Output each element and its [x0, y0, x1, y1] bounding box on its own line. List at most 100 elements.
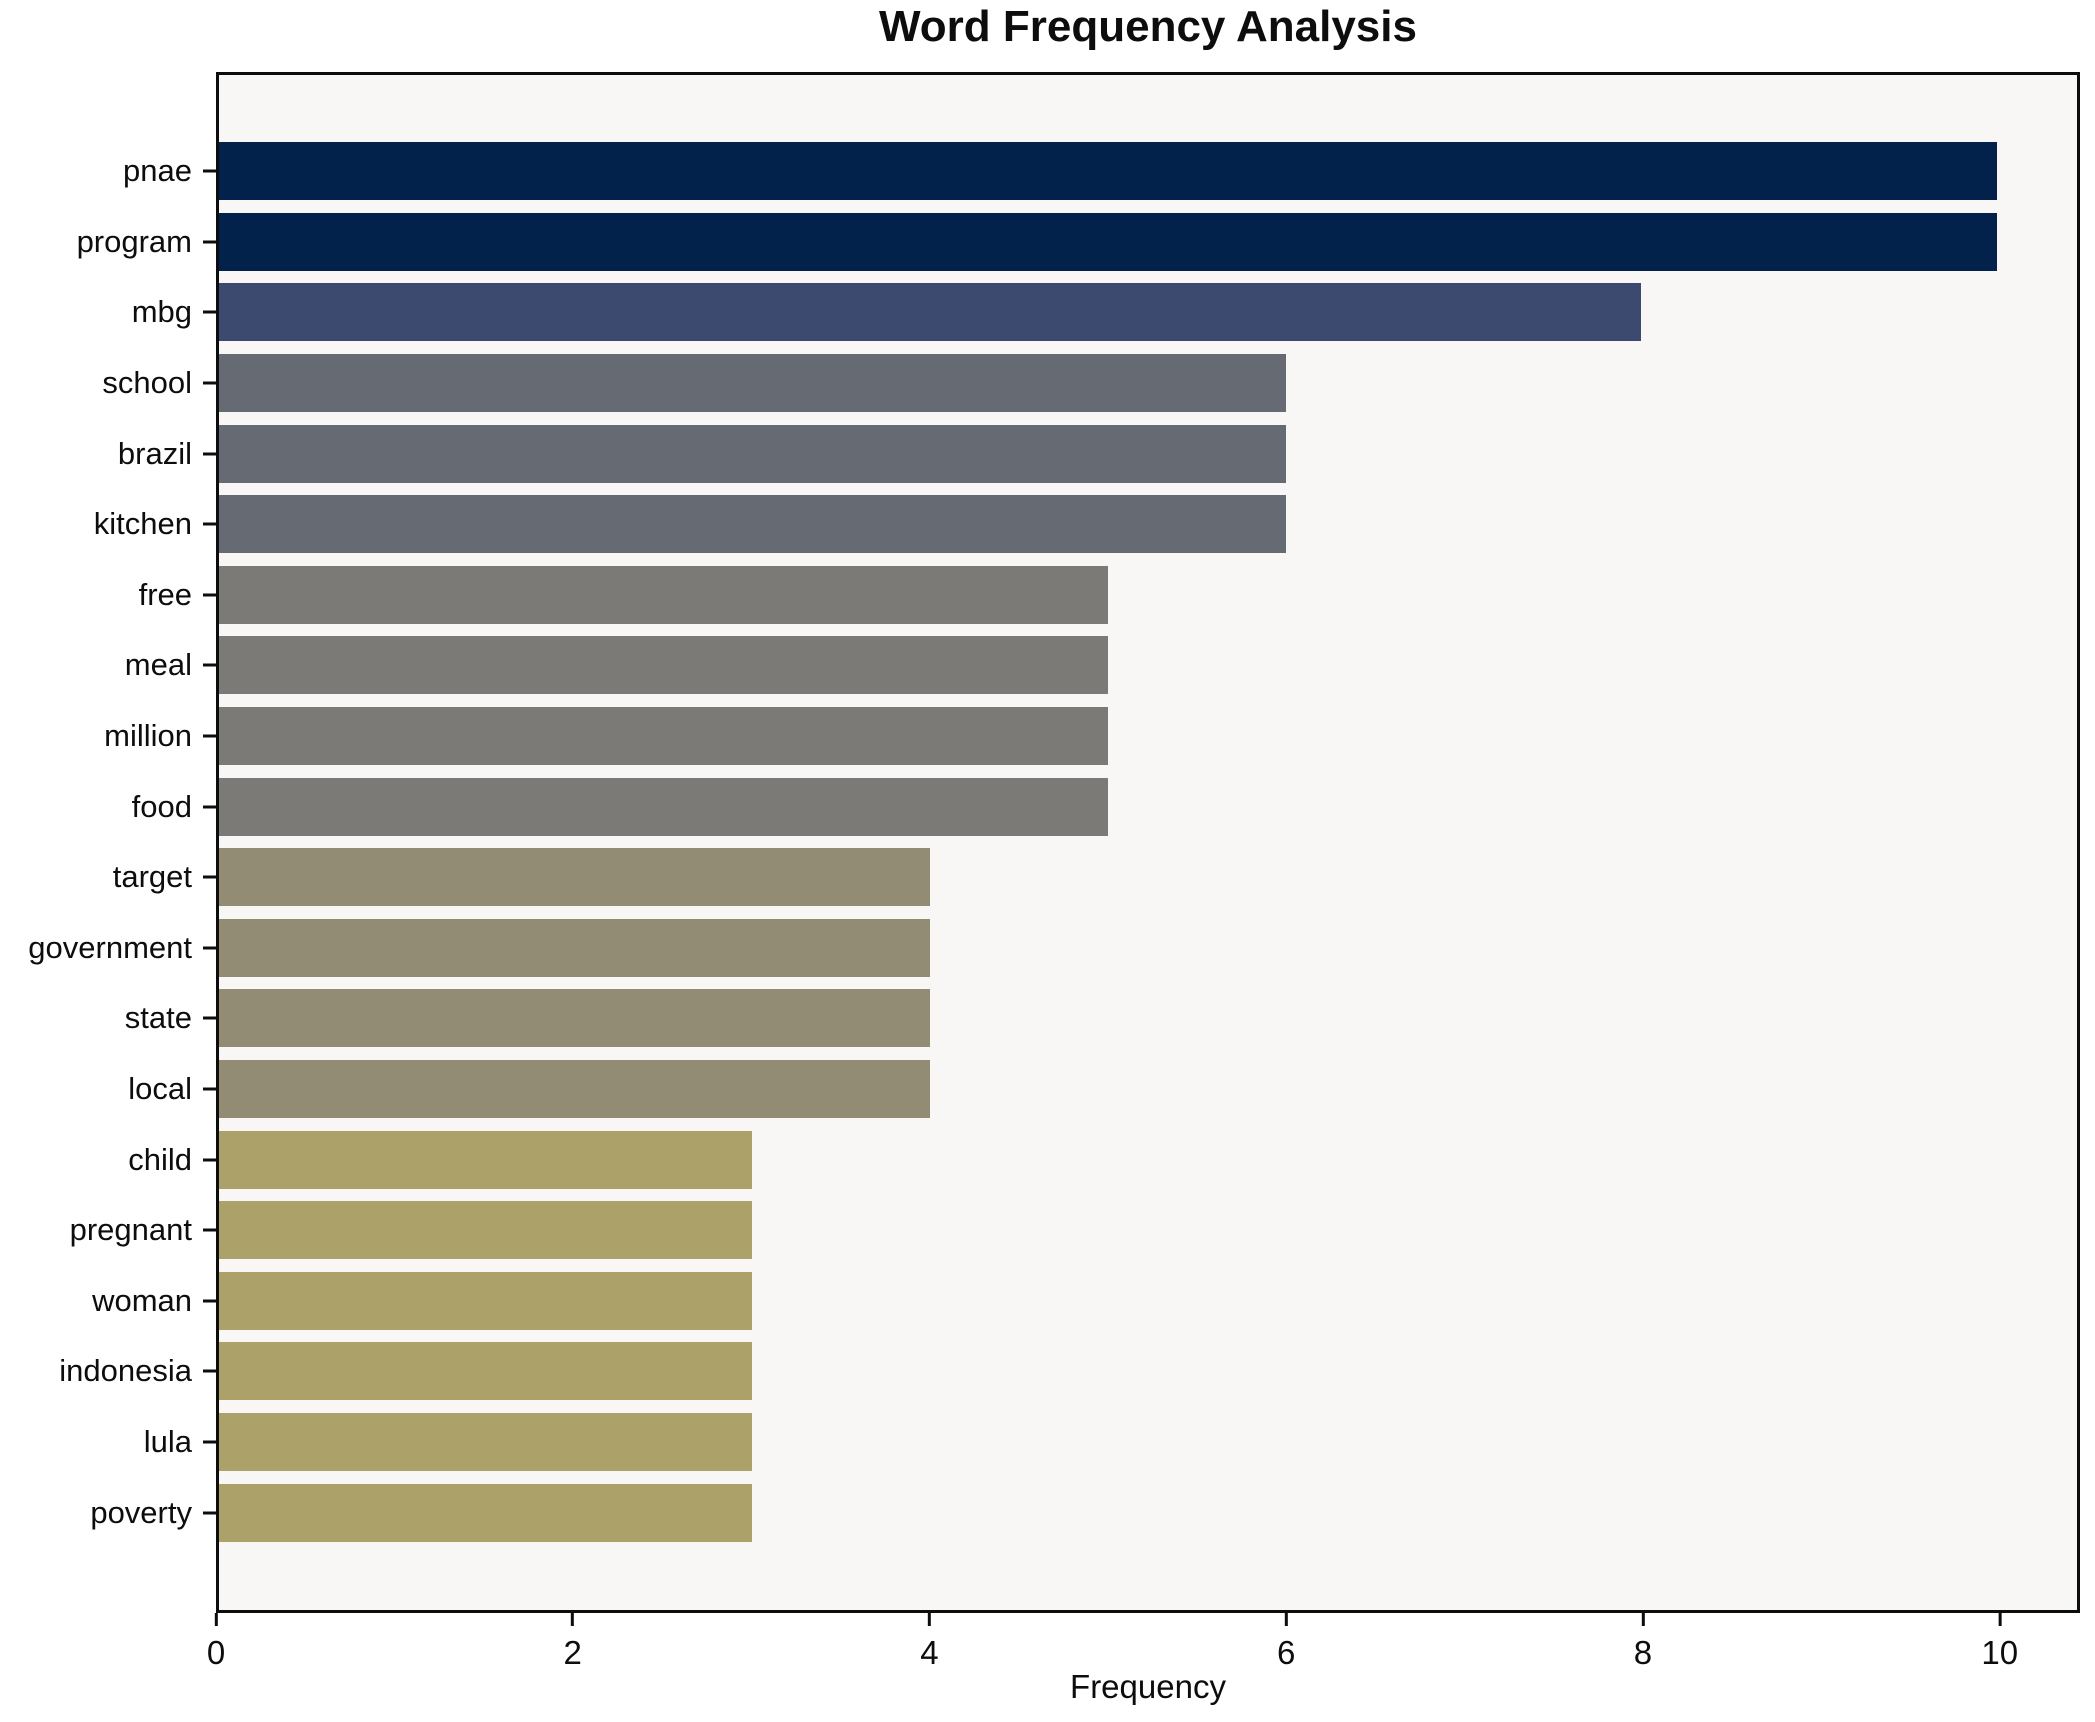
y-tick-label: program [76, 223, 192, 259]
bar-row-government: government [28, 913, 2077, 984]
y-tick-mark [203, 875, 216, 879]
bar-row-indonesia: indonesia [59, 1336, 2077, 1407]
bar-pnae [219, 142, 1997, 201]
x-tick-0: 0 [207, 1613, 225, 1672]
bar-target [219, 848, 931, 907]
y-tick-label: free [138, 576, 192, 612]
chart-title: Word Frequency Analysis [879, 2, 1417, 51]
x-tick-mark [571, 1613, 575, 1626]
y-tick-label: food [131, 788, 192, 824]
y-tick-mark [203, 522, 216, 526]
bar-million [219, 707, 1108, 766]
y-tick-label: mbg [131, 294, 192, 330]
bar-woman [219, 1271, 753, 1330]
bar-row-kitchen: kitchen [94, 489, 2077, 560]
bar-row-program: program [77, 207, 2077, 278]
bar-pregnant [219, 1201, 753, 1260]
bar-row-free: free [139, 560, 2077, 631]
x-tick-10: 10 [1981, 1613, 2018, 1672]
bar-row-state: state [125, 983, 2077, 1054]
y-tick-mark [203, 240, 216, 244]
y-tick-mark [203, 1228, 216, 1232]
y-tick-mark [203, 1299, 216, 1303]
bar-state [219, 989, 931, 1048]
x-tick-4: 4 [920, 1613, 939, 1672]
y-tick-mark [203, 169, 216, 173]
bar-indonesia [219, 1342, 753, 1401]
bar-meal [219, 636, 1108, 695]
y-tick-label: poverty [90, 1494, 192, 1530]
bar-row-poverty: poverty [90, 1477, 2077, 1548]
bar-row-pregnant: pregnant [70, 1195, 2077, 1266]
bar-local [219, 1060, 931, 1119]
bar-row-pnae: pnae [123, 136, 2077, 207]
bar-row-mbg: mbg [132, 277, 2077, 348]
bar-row-school: school [102, 348, 2077, 419]
y-tick-label: indonesia [59, 1353, 192, 1389]
x-tick-label: 8 [1633, 1634, 1653, 1671]
y-tick-label: woman [92, 1282, 192, 1318]
y-tick-mark [203, 1158, 216, 1162]
bar-free [219, 565, 1108, 624]
y-tick-label: kitchen [93, 506, 192, 542]
y-tick-label: brazil [117, 435, 192, 471]
bar-food [219, 777, 1108, 836]
y-tick-label: million [104, 718, 192, 754]
x-tick-mark [1284, 1613, 1288, 1626]
y-tick-mark [203, 381, 216, 385]
x-tick-mark [1641, 1613, 1645, 1626]
x-tick-6: 6 [1277, 1613, 1295, 1672]
bar-row-woman: woman [92, 1266, 2077, 1337]
y-tick-mark [203, 452, 216, 456]
x-tick-mark [1998, 1613, 2002, 1626]
bar-row-lula: lula [144, 1407, 2077, 1478]
bar-row-local: local [128, 1054, 2077, 1125]
bar-brazil [219, 424, 1286, 483]
y-tick-mark [203, 1087, 216, 1091]
bar-row-brazil: brazil [118, 418, 2077, 489]
y-tick-mark [203, 663, 216, 667]
y-tick-mark [203, 1016, 216, 1020]
y-tick-mark [203, 946, 216, 950]
bars-area: pnae program mbg school brazil kitchen free mea… [28, 75, 2077, 1610]
y-tick-label: state [124, 1000, 192, 1036]
bar-row-food: food [132, 771, 2077, 842]
bar-mbg [219, 283, 1642, 342]
y-tick-label: pregnant [69, 1212, 192, 1248]
x-tick-label: 4 [920, 1634, 939, 1671]
y-tick-mark [203, 310, 216, 314]
bar-row-child: child [128, 1124, 2077, 1195]
bar-row-million: million [104, 701, 2077, 772]
y-tick-mark [203, 1511, 216, 1515]
bar-lula [219, 1412, 753, 1471]
y-tick-mark [203, 593, 216, 597]
x-tick-mark [214, 1613, 218, 1626]
x-tick-2: 2 [564, 1613, 582, 1672]
bar-row-target: target [113, 842, 2077, 913]
y-tick-label: child [128, 1141, 192, 1177]
x-tick-label: 2 [563, 1634, 582, 1671]
y-tick-mark [203, 1369, 216, 1373]
y-tick-mark [203, 734, 216, 738]
bar-poverty [219, 1483, 753, 1542]
x-axis: 0 2 4 6 8 10 [207, 1613, 2080, 1683]
y-tick-label: lula [143, 1423, 192, 1459]
bar-row-meal: meal [125, 630, 2077, 701]
y-tick-mark [203, 1440, 216, 1444]
x-tick-label: 10 [1981, 1634, 2019, 1671]
plot-area: pnae program mbg school brazil kitchen free mea… [28, 72, 2080, 1613]
bar-school [219, 354, 1286, 413]
bar-kitchen [219, 495, 1286, 554]
y-tick-mark [203, 805, 216, 809]
y-tick-label: local [128, 1071, 192, 1107]
y-tick-label: target [112, 859, 192, 895]
x-tick-label: 0 [206, 1634, 226, 1671]
bar-government [219, 918, 931, 977]
x-tick-mark [927, 1613, 931, 1626]
x-axis-label: Frequency [1070, 1668, 1226, 1705]
y-tick-label: government [28, 929, 192, 965]
x-tick-label: 6 [1277, 1634, 1296, 1671]
x-tick-8: 8 [1634, 1613, 1652, 1672]
bar-child [219, 1130, 753, 1189]
